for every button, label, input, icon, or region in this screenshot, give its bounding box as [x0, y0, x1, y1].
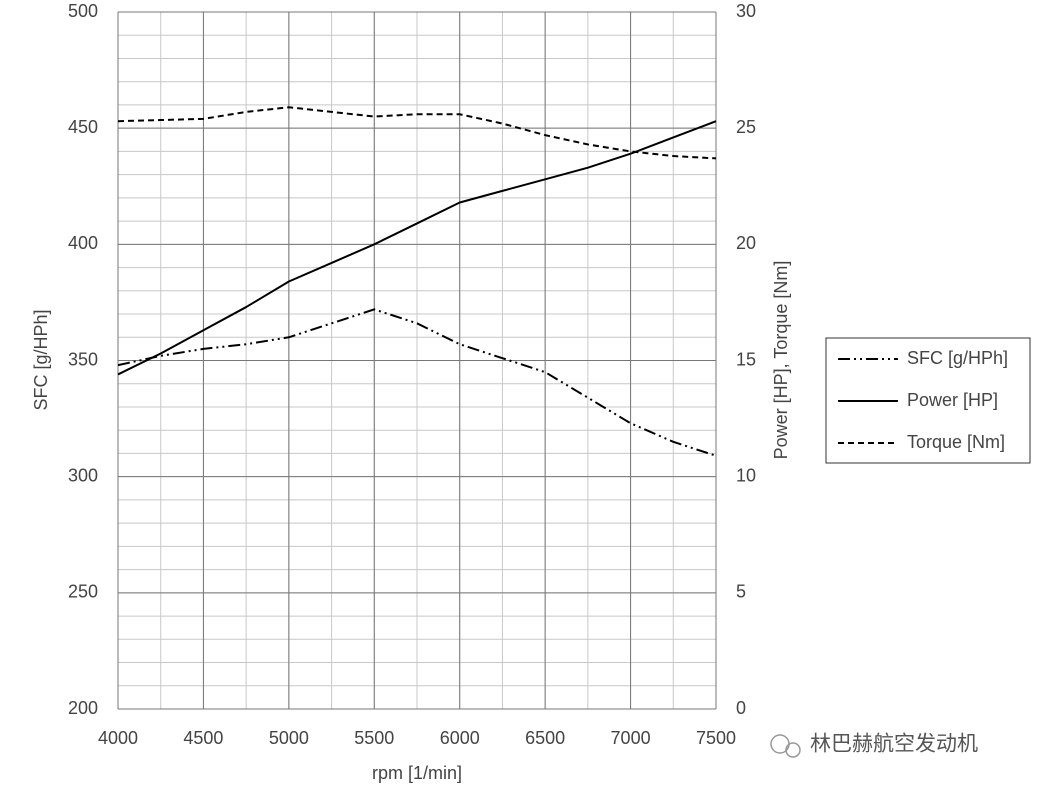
- x-axis-label: rpm [1/min]: [372, 763, 462, 783]
- y2-tick-label: 30: [736, 1, 756, 21]
- x-tick-label: 6000: [440, 728, 480, 748]
- y-tick-label: 350: [68, 349, 98, 369]
- legend-label: SFC [g/HPh]: [907, 348, 1008, 368]
- watermark-icon: [770, 734, 801, 758]
- y-tick-label: 400: [68, 233, 98, 253]
- y2-tick-label: 20: [736, 233, 756, 253]
- y2-tick-label: 0: [736, 698, 746, 718]
- x-tick-label: 6500: [525, 728, 565, 748]
- series-line: [117, 120, 717, 376]
- x-tick-label: 7500: [696, 728, 736, 748]
- y2-tick-label: 5: [736, 582, 746, 602]
- legend-label: Torque [Nm]: [907, 432, 1005, 452]
- watermark: 林巴赫航空发动机: [810, 733, 978, 756]
- grid: [117, 11, 717, 710]
- series-line: [117, 308, 717, 457]
- legend-label: Power [HP]: [907, 390, 998, 410]
- y-tick-label: 450: [68, 117, 98, 137]
- x-tick-label: 5500: [354, 728, 394, 748]
- y2-axis-label: Power [HP], Torque [Nm]: [771, 261, 791, 460]
- y2-tick-label: 15: [736, 349, 756, 369]
- x-tick-label: 5000: [269, 728, 309, 748]
- y2-tick-label: 25: [736, 117, 756, 137]
- x-tick-label: 4000: [98, 728, 138, 748]
- y-tick-label: 300: [68, 465, 98, 485]
- y-tick-label: 250: [68, 582, 98, 602]
- y-tick-label: 500: [68, 1, 98, 21]
- y-tick-label: 200: [68, 698, 98, 718]
- y-axis-label: SFC [g/HPh]: [31, 309, 51, 410]
- x-tick-label: 4500: [183, 728, 223, 748]
- legend: SFC [g/HPh] Power [HP] Torque [Nm]: [838, 348, 1008, 452]
- x-tick-label: 7000: [611, 728, 651, 748]
- series-line: [117, 106, 717, 160]
- y2-tick-label: 10: [736, 465, 756, 485]
